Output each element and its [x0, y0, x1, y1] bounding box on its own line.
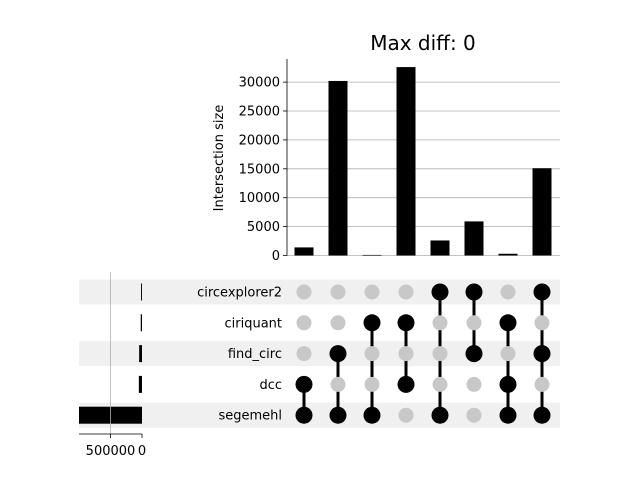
intersection-bar — [430, 240, 450, 256]
membership-dot-inactive — [432, 376, 448, 392]
y-tick-label: 25000 — [239, 105, 280, 120]
intersection-bar — [362, 254, 382, 256]
membership-dot-active — [465, 345, 483, 363]
chart-title: Max diff: 0 — [370, 31, 476, 55]
membership-dot-inactive — [432, 315, 448, 331]
row-shade — [79, 279, 560, 305]
membership-dot-active — [431, 406, 449, 424]
membership-dot-active — [431, 283, 449, 301]
membership-dot-active — [295, 375, 313, 393]
membership-dot-active — [397, 314, 415, 332]
row-shading — [79, 279, 560, 428]
membership-dot-inactive — [466, 376, 482, 392]
membership-dot-active — [499, 375, 517, 393]
set-size-bars: 500000 0 — [79, 272, 146, 459]
membership-dot-inactive — [330, 376, 346, 392]
set-size-tick-label: 500000 — [86, 444, 136, 459]
membership-dot-active — [295, 406, 313, 424]
y-tick-label: 0 — [272, 249, 280, 264]
intersection-bar — [532, 168, 552, 256]
membership-dot-inactive — [500, 346, 516, 362]
membership-dot-inactive — [330, 315, 346, 331]
row-shade — [79, 341, 560, 367]
y-axis-label: Intersection size — [212, 105, 227, 212]
membership-dot-active — [363, 314, 381, 332]
membership-dot-active — [499, 314, 517, 332]
row-shade — [79, 402, 560, 428]
membership-dot-active — [465, 283, 483, 301]
membership-dot-inactive — [364, 376, 380, 392]
membership-dot-inactive — [364, 284, 380, 300]
membership-dot-active — [533, 283, 551, 301]
set-size-bar — [140, 314, 142, 332]
y-tick-label: 10000 — [239, 191, 280, 206]
y-tick-label: 20000 — [239, 133, 280, 148]
membership-dot-inactive — [534, 315, 550, 331]
membership-dot-inactive — [296, 315, 312, 331]
intersection-bar — [498, 253, 518, 256]
membership-dot-inactive — [398, 407, 414, 423]
set-name-label: segemehl — [218, 409, 282, 424]
membership-dot-active — [363, 406, 381, 424]
set-size-bar — [139, 345, 142, 363]
membership-dot-active — [533, 406, 551, 424]
membership-dot-active — [397, 375, 415, 393]
membership-dot-active — [533, 345, 551, 363]
membership-dot-inactive — [398, 284, 414, 300]
membership-dot-active — [329, 345, 347, 363]
membership-dot-inactive — [330, 284, 346, 300]
membership-dot-inactive — [534, 376, 550, 392]
membership-dot-inactive — [466, 407, 482, 423]
membership-dot-inactive — [296, 346, 312, 362]
membership-dot-inactive — [296, 284, 312, 300]
intersection-bars — [294, 67, 552, 256]
set-name-label: find_circ — [228, 347, 282, 362]
membership-matrix — [295, 283, 551, 424]
set-name-label: dcc — [259, 378, 282, 393]
set-name-label: ciriquant — [224, 316, 282, 331]
membership-dot-inactive — [432, 346, 448, 362]
membership-dot-active — [329, 406, 347, 424]
y-tick-label: 30000 — [239, 76, 280, 91]
intersection-bar — [464, 221, 484, 256]
gridlines — [287, 81, 560, 256]
y-tick-label: 15000 — [239, 162, 280, 177]
membership-dot-inactive — [364, 346, 380, 362]
set-size-bar — [141, 283, 142, 301]
intersection-bar — [396, 67, 416, 256]
y-tick-label: 5000 — [247, 220, 280, 235]
membership-dot-inactive — [398, 346, 414, 362]
y-axis: 0 5000 10000 15000 20000 25000 30000 — [239, 59, 288, 264]
set-name-label: circexplorer2 — [197, 286, 282, 301]
membership-dot-active — [499, 406, 517, 424]
intersection-bar — [294, 247, 314, 256]
membership-dot-inactive — [500, 284, 516, 300]
intersection-bar — [328, 80, 348, 256]
set-size-bar — [138, 375, 142, 393]
set-size-tick-label: 0 — [138, 444, 146, 459]
membership-dot-inactive — [466, 315, 482, 331]
